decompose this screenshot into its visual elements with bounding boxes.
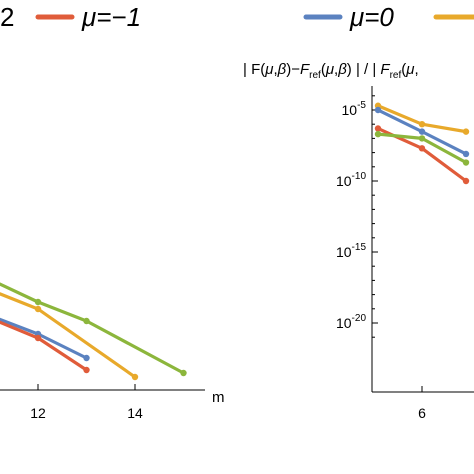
- legend-left-fragment: 2: [0, 2, 14, 32]
- left-point-mu_neg1: [83, 366, 90, 374]
- left-panel: 12 14 m: [0, 282, 225, 421]
- left-series-line-mu_neg2: [0, 282, 185, 375]
- right-point-mu_neg2: [462, 159, 470, 166]
- left-point-mu_1: [34, 305, 42, 313]
- right-point-mu_neg1: [374, 125, 382, 132]
- right-x-tick-label: 6: [418, 405, 426, 421]
- right-y-tick-label: 10-5: [342, 100, 367, 118]
- left-x-ticks: 12 14: [30, 384, 143, 421]
- left-point-mu_neg1: [34, 334, 42, 342]
- right-y-tick-label: 10-15: [336, 242, 366, 260]
- right-x-ticks: 6: [418, 386, 426, 421]
- right-point-mu_neg1: [462, 177, 470, 185]
- left-x-tick-label: 14: [127, 405, 143, 421]
- right-series-line-mu_1: [377, 104, 467, 134]
- left-series-line-mu_neg1: [0, 320, 88, 372]
- right-y-axis-label: | F(μ,β)−Fref(μ,β) | / | Fref(μ,: [243, 61, 419, 81]
- left-point-mu_1: [131, 373, 139, 381]
- right-point-mu_0: [462, 150, 470, 158]
- right-y-ticks: 10-5 10-10 10-15 10-20: [336, 95, 378, 338]
- left-series: [0, 282, 187, 381]
- right-y-tick-label: 10-20: [336, 313, 366, 331]
- legend-label-mu-0: μ=0: [349, 2, 394, 32]
- left-x-axis-label: m: [212, 389, 225, 406]
- left-x-tick-label: 12: [30, 405, 46, 421]
- left-point-mu_0: [83, 354, 90, 362]
- right-y-tick-label: 10-10: [336, 171, 366, 189]
- right-point-mu_1: [418, 121, 426, 128]
- left-point-mu_neg2: [83, 317, 90, 325]
- right-panel: | F(μ,β)−Fref(μ,β) | / | Fref(μ, 10-510-…: [243, 61, 474, 421]
- right-point-mu_neg2: [374, 130, 382, 138]
- legend-label-mu-neg1: μ=−1: [81, 2, 141, 32]
- right-series: [374, 102, 470, 185]
- left-point-mu_neg2: [34, 298, 42, 306]
- right-point-mu_0: [374, 106, 382, 114]
- right-point-mu_0: [418, 128, 426, 135]
- right-point-mu_neg1: [418, 145, 426, 152]
- left-point-mu_neg2: [180, 369, 187, 377]
- right-point-mu_neg2: [418, 135, 426, 142]
- legend: 2 μ=−1 μ=0: [0, 2, 474, 32]
- right-point-mu_1: [462, 128, 470, 135]
